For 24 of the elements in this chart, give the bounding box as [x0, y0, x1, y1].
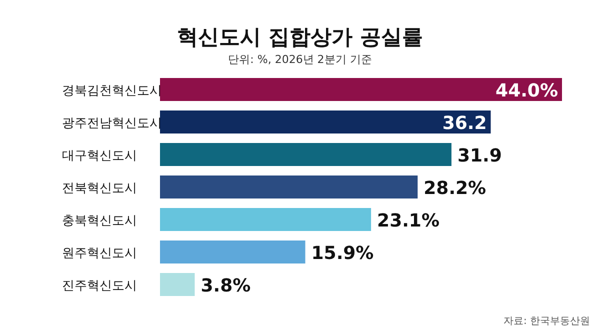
y-tick-label: 전북혁신도시: [62, 180, 137, 195]
bar: [160, 273, 195, 296]
data-label: 44.0%: [496, 80, 558, 102]
y-tick-label: 광주전남혁신도시: [62, 115, 162, 130]
data-label: 23.1%: [377, 210, 440, 232]
y-tick-label: 충북혁신도시: [62, 212, 137, 228]
bar: [160, 208, 372, 231]
data-label: 3.8%: [200, 276, 251, 296]
y-tick-label: 원주혁신도시: [62, 245, 137, 260]
data-label: 36.2: [442, 113, 487, 134]
chart-title: 혁신도시 집합상가 공실률: [177, 25, 423, 49]
data-label: 15.9%: [311, 243, 374, 264]
chart-subtitle: 단위: %, 2026년 2분기 기준: [228, 53, 372, 66]
bar: [160, 176, 418, 198]
y-tick-label: 경북김천혁신도시: [62, 82, 162, 98]
y-tick-label: 대구혁신도시: [62, 148, 137, 162]
data-label: 31.9: [457, 146, 502, 166]
bar: [160, 78, 562, 101]
data-label: 28.2%: [424, 178, 486, 199]
bar: [160, 143, 452, 166]
bar: [160, 110, 491, 134]
text: 자료: 한국부동산원: [503, 316, 590, 327]
bar: [160, 240, 306, 264]
y-tick-label: 진주혁신도시: [62, 278, 137, 292]
